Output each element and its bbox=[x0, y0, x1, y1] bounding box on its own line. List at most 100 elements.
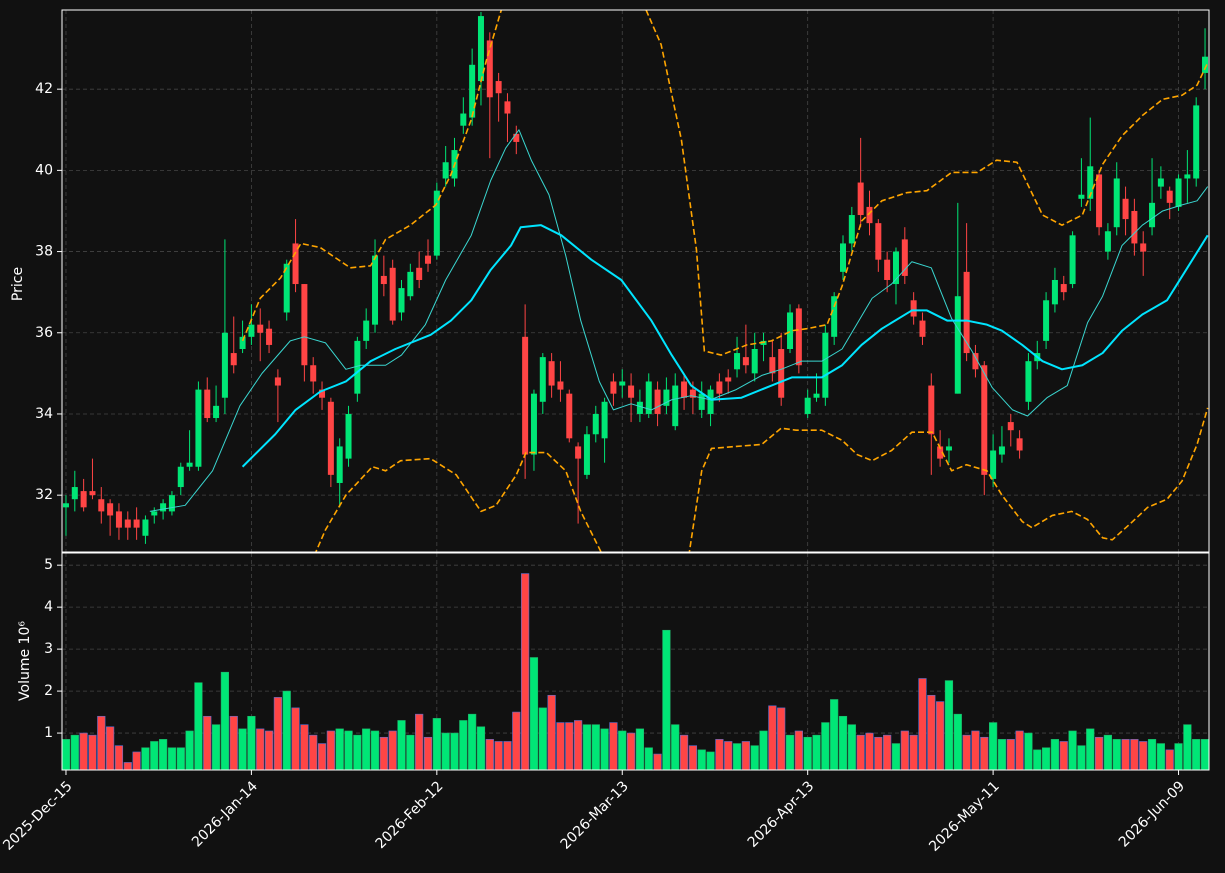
candle-body bbox=[857, 182, 864, 216]
candle-body bbox=[725, 377, 732, 382]
volume-bar bbox=[750, 745, 759, 770]
candle-body bbox=[804, 397, 811, 414]
volume-bar bbox=[582, 724, 592, 770]
y-tick-label: 3 bbox=[44, 641, 53, 657]
volume-bar bbox=[997, 739, 1007, 770]
volume-bar bbox=[1033, 749, 1042, 770]
candle-body bbox=[433, 190, 440, 256]
candle-body bbox=[442, 162, 449, 179]
candle-body bbox=[177, 466, 184, 488]
candle-body bbox=[80, 491, 87, 508]
overlay-lines bbox=[149, 10, 1209, 552]
candle-body bbox=[477, 16, 484, 82]
candle-body bbox=[734, 353, 741, 370]
candle-body bbox=[186, 462, 193, 467]
volume-bar bbox=[335, 728, 344, 770]
candle-body bbox=[98, 499, 105, 512]
candle-body bbox=[981, 365, 988, 475]
y-tick-label: 42 bbox=[35, 81, 53, 97]
volume-bar bbox=[256, 728, 265, 770]
volume-bar bbox=[847, 724, 856, 770]
price-axis-label: Price bbox=[10, 267, 26, 301]
volume-bar bbox=[317, 743, 327, 770]
candle-body bbox=[407, 271, 414, 297]
volume-bar bbox=[971, 730, 980, 770]
candle-body bbox=[416, 267, 423, 280]
volume-bar bbox=[167, 747, 177, 770]
candle-body bbox=[892, 251, 899, 285]
y-tick-label: 1 bbox=[44, 725, 53, 741]
volume-bar bbox=[777, 707, 786, 770]
candle-body bbox=[354, 340, 361, 394]
volume-bar bbox=[150, 741, 159, 770]
y-tick-label: 4 bbox=[44, 599, 53, 615]
volume-bar bbox=[1147, 739, 1157, 770]
candle-body bbox=[1122, 198, 1129, 220]
candle-body bbox=[795, 308, 802, 366]
candle-body bbox=[1051, 279, 1058, 305]
volume-bar bbox=[326, 730, 335, 770]
volume-bar bbox=[662, 629, 671, 770]
volume-bar bbox=[512, 711, 521, 770]
volume-bar bbox=[547, 694, 556, 770]
candle-body bbox=[919, 320, 926, 337]
candle-body bbox=[610, 381, 617, 394]
candle-body bbox=[1043, 300, 1050, 341]
candle-body bbox=[990, 450, 997, 479]
volume-bar bbox=[626, 732, 636, 770]
candle-body bbox=[522, 336, 529, 455]
volume-bar bbox=[309, 734, 318, 770]
volume-bar bbox=[106, 726, 115, 770]
candle-body bbox=[1096, 174, 1103, 228]
candle-body bbox=[839, 243, 847, 272]
volume-bar bbox=[494, 741, 503, 770]
volume-bar bbox=[679, 734, 689, 770]
candle-body bbox=[884, 259, 891, 280]
volume-bar bbox=[865, 732, 874, 770]
candle-body bbox=[204, 389, 211, 419]
volume-bar bbox=[1077, 745, 1086, 770]
candle-body bbox=[1007, 422, 1014, 431]
volume-bar bbox=[874, 736, 883, 770]
volume-bar bbox=[927, 694, 936, 770]
candle-body bbox=[822, 332, 829, 398]
candle-body bbox=[769, 357, 776, 374]
volume-bar bbox=[715, 739, 724, 770]
volume-bar bbox=[247, 715, 256, 770]
volume-bar bbox=[423, 736, 433, 770]
candle-body bbox=[636, 401, 643, 414]
candle-body bbox=[539, 357, 546, 402]
y-tick-label: 34 bbox=[35, 406, 53, 422]
volume-bar bbox=[556, 722, 565, 770]
candle-body bbox=[548, 361, 555, 386]
volume-bar bbox=[88, 734, 97, 770]
volume-bar bbox=[1121, 739, 1130, 770]
candle-body bbox=[151, 511, 158, 516]
volume-bar bbox=[450, 732, 459, 770]
volume-bar bbox=[1112, 739, 1121, 770]
volume-bar bbox=[609, 722, 618, 770]
volume-bar bbox=[741, 741, 750, 770]
volume-bar bbox=[1094, 736, 1104, 770]
volume-bar bbox=[891, 743, 901, 770]
volume-bar bbox=[803, 736, 812, 770]
candle-body bbox=[963, 271, 970, 354]
volume-bar bbox=[900, 730, 909, 770]
candle-body bbox=[221, 332, 228, 398]
volume-bar bbox=[1024, 732, 1033, 770]
volume-bar bbox=[732, 743, 742, 770]
volume-bar bbox=[936, 701, 945, 770]
candle-body bbox=[1166, 190, 1173, 203]
candle-body bbox=[160, 503, 167, 512]
candle-body bbox=[972, 353, 979, 370]
candle-body bbox=[557, 381, 564, 390]
overlay-line bbox=[241, 10, 1209, 356]
y-tick-label: 40 bbox=[35, 162, 53, 178]
volume-bar bbox=[441, 732, 450, 770]
volume-bar bbox=[406, 734, 415, 770]
volume-bar bbox=[397, 720, 406, 770]
candle-body bbox=[592, 413, 599, 435]
candle-body bbox=[813, 393, 820, 398]
volume-bar bbox=[618, 730, 627, 770]
volume-bar bbox=[574, 720, 583, 770]
